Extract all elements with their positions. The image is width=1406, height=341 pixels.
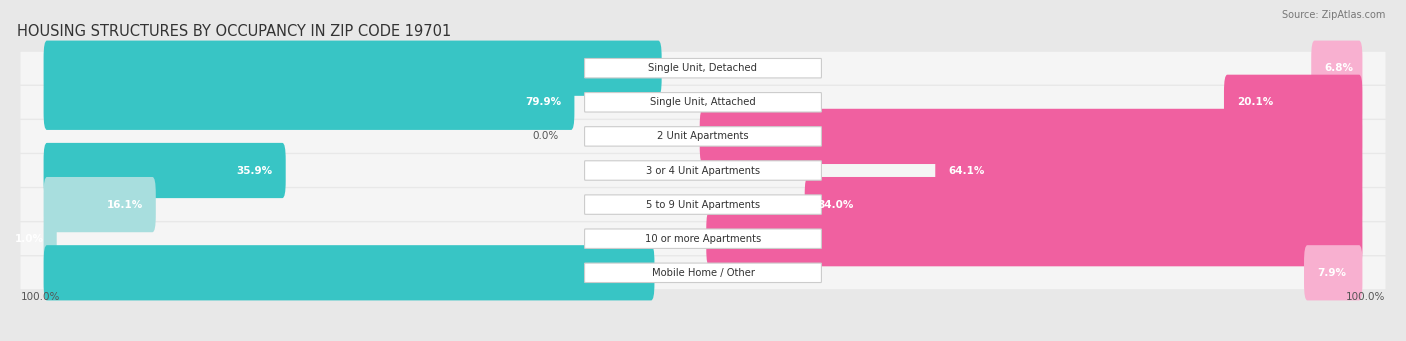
FancyBboxPatch shape — [935, 143, 1362, 198]
Text: Source: ZipAtlas.com: Source: ZipAtlas.com — [1281, 10, 1385, 20]
FancyBboxPatch shape — [804, 177, 1362, 232]
FancyBboxPatch shape — [585, 229, 821, 249]
Text: 2 Unit Apartments: 2 Unit Apartments — [657, 131, 749, 142]
Text: Single Unit, Detached: Single Unit, Detached — [648, 63, 758, 73]
Text: Mobile Home / Other: Mobile Home / Other — [651, 268, 755, 278]
Text: 92.1%: 92.1% — [605, 268, 641, 278]
FancyBboxPatch shape — [21, 222, 1385, 255]
FancyBboxPatch shape — [585, 263, 821, 282]
FancyBboxPatch shape — [1312, 41, 1362, 96]
FancyBboxPatch shape — [1303, 245, 1362, 300]
Text: 0.0%: 0.0% — [533, 131, 558, 142]
Text: 16.1%: 16.1% — [107, 199, 142, 210]
FancyBboxPatch shape — [585, 59, 821, 78]
Text: 20.1%: 20.1% — [1237, 97, 1274, 107]
Text: 35.9%: 35.9% — [236, 165, 273, 176]
FancyBboxPatch shape — [44, 211, 56, 266]
Text: 64.1%: 64.1% — [949, 165, 984, 176]
FancyBboxPatch shape — [21, 120, 1385, 153]
Text: 79.9%: 79.9% — [526, 97, 561, 107]
Text: 5 to 9 Unit Apartments: 5 to 9 Unit Apartments — [645, 199, 761, 210]
FancyBboxPatch shape — [585, 127, 821, 146]
FancyBboxPatch shape — [21, 86, 1385, 119]
Text: 100.0%: 100.0% — [1346, 292, 1385, 302]
FancyBboxPatch shape — [44, 41, 662, 96]
Text: 93.2%: 93.2% — [613, 63, 648, 73]
Text: 3 or 4 Unit Apartments: 3 or 4 Unit Apartments — [645, 165, 761, 176]
FancyBboxPatch shape — [700, 109, 1362, 164]
Text: HOUSING STRUCTURES BY OCCUPANCY IN ZIP CODE 19701: HOUSING STRUCTURES BY OCCUPANCY IN ZIP C… — [17, 24, 451, 39]
FancyBboxPatch shape — [1225, 75, 1362, 130]
FancyBboxPatch shape — [21, 52, 1385, 85]
FancyBboxPatch shape — [21, 188, 1385, 221]
Text: 99.0%: 99.0% — [720, 234, 755, 244]
Text: Single Unit, Attached: Single Unit, Attached — [650, 97, 756, 107]
Text: 6.8%: 6.8% — [1324, 63, 1354, 73]
FancyBboxPatch shape — [706, 211, 1362, 266]
Text: 10 or more Apartments: 10 or more Apartments — [645, 234, 761, 244]
FancyBboxPatch shape — [21, 154, 1385, 187]
Text: 84.0%: 84.0% — [818, 199, 855, 210]
Text: 100.0%: 100.0% — [21, 292, 60, 302]
Text: 7.9%: 7.9% — [1317, 268, 1346, 278]
Text: 1.0%: 1.0% — [14, 234, 44, 244]
FancyBboxPatch shape — [585, 93, 821, 112]
FancyBboxPatch shape — [585, 195, 821, 214]
FancyBboxPatch shape — [44, 177, 156, 232]
FancyBboxPatch shape — [44, 75, 575, 130]
FancyBboxPatch shape — [585, 161, 821, 180]
Text: 100.0%: 100.0% — [713, 131, 756, 142]
FancyBboxPatch shape — [21, 256, 1385, 289]
FancyBboxPatch shape — [44, 245, 654, 300]
FancyBboxPatch shape — [44, 143, 285, 198]
